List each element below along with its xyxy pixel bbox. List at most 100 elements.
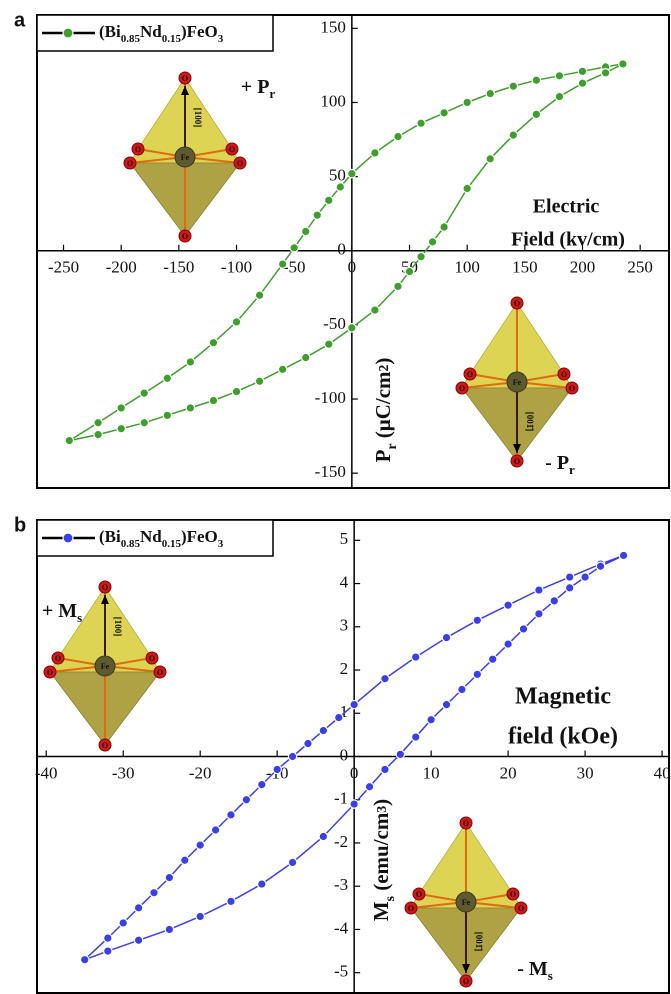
- data-point: [410, 652, 421, 662]
- legend-subscript: 0.15: [162, 33, 182, 45]
- o-atom: [153, 665, 167, 679]
- data-point: [426, 714, 436, 725]
- data-point: [441, 632, 452, 643]
- o-atom: [404, 901, 418, 915]
- x-axis-label: Field (kv/cm): [511, 229, 625, 251]
- text-part: (μC/cm: [371, 371, 395, 443]
- data-point: [393, 281, 403, 292]
- o-atom: [412, 887, 426, 901]
- x-tick-label: 200: [570, 258, 596, 277]
- legend-text: )FeO: [181, 527, 218, 546]
- data-point: [116, 403, 126, 413]
- data-point: [416, 251, 426, 262]
- data-point: [508, 81, 519, 91]
- o-label: O: [463, 977, 469, 986]
- legend-text: Nd: [140, 22, 162, 41]
- data-point: [554, 91, 565, 102]
- o-label: O: [157, 668, 163, 677]
- x-tick-label: 100: [454, 258, 480, 277]
- data-point: [462, 97, 472, 108]
- o-atom: [98, 580, 112, 594]
- data-point: [472, 669, 483, 680]
- o-label: O: [237, 159, 243, 168]
- y-tick-label: 100: [320, 91, 346, 110]
- data-point: [277, 364, 288, 375]
- x-axis-label: Magnetic: [515, 684, 611, 710]
- data-point: [427, 237, 438, 247]
- legend-marker: [62, 27, 74, 39]
- o-label: O: [102, 583, 108, 592]
- data-point: [133, 935, 144, 946]
- legend-label: (Bi0.85Nd0.15)FeO3: [99, 527, 224, 550]
- data-point: [256, 779, 267, 790]
- text-sup: 2: [376, 364, 391, 371]
- text-sub: s: [77, 610, 82, 625]
- y-tick-label: 0: [340, 745, 349, 764]
- data-point: [231, 317, 242, 327]
- data-point: [318, 831, 329, 842]
- data-point: [349, 699, 359, 710]
- o-atom: [459, 974, 473, 988]
- data-point: [93, 429, 103, 440]
- o-atom: [455, 381, 469, 395]
- data-point: [208, 395, 219, 406]
- data-point: [231, 386, 242, 397]
- text-sub: r: [569, 462, 575, 477]
- data-point: [226, 810, 236, 820]
- data-point: [185, 357, 196, 367]
- text-sub: s: [382, 896, 397, 901]
- o-atom: [510, 454, 524, 468]
- data-point: [531, 109, 542, 120]
- o-atom: [463, 367, 477, 381]
- legend-subscript: 3: [218, 538, 224, 550]
- x-axis-label: Electric: [533, 196, 600, 218]
- arrow-head: [462, 964, 470, 973]
- o-label: O: [569, 384, 575, 393]
- o-label: O: [510, 890, 516, 899]
- data-point: [300, 226, 311, 237]
- legend-marker: [62, 532, 74, 544]
- legend-text: (Bi: [99, 22, 121, 41]
- legend-subscript: 0.85: [121, 33, 141, 45]
- x-tick-label: 0: [348, 258, 357, 277]
- fe-label: Fe: [513, 378, 522, 387]
- text-sub: s: [548, 968, 553, 983]
- data-point: [300, 352, 311, 363]
- y-tick-label: -3: [334, 875, 348, 894]
- legend-text: )FeO: [181, 22, 218, 41]
- o-atom: [506, 887, 520, 901]
- data-point: [210, 825, 221, 835]
- direction-label: [001̄]: [525, 412, 535, 432]
- data-point: [64, 435, 75, 446]
- fe-atom: [174, 146, 196, 168]
- data-point: [195, 840, 205, 850]
- o-atom: [514, 901, 528, 915]
- data-point: [323, 195, 334, 206]
- data-point: [534, 609, 544, 619]
- panel-label: b: [14, 514, 26, 536]
- o-label: O: [467, 370, 473, 379]
- data-point: [393, 131, 403, 142]
- o-label: O: [55, 654, 61, 663]
- o-atom: [233, 156, 247, 170]
- o-atom: [565, 381, 579, 395]
- o-label: O: [459, 384, 465, 393]
- fe-atom: [94, 655, 116, 677]
- o-atom: [145, 651, 159, 665]
- data-point: [335, 182, 346, 192]
- data-point: [303, 738, 313, 749]
- text-part: (emu/cm: [369, 812, 393, 896]
- x-tick-label: -20: [189, 763, 212, 782]
- x-tick-label: -50: [283, 258, 306, 277]
- arrow-head: [513, 444, 521, 453]
- y-tick-label: 0: [337, 240, 346, 259]
- data-point: [226, 896, 236, 907]
- data-point: [410, 732, 421, 742]
- data-point: [185, 403, 196, 413]
- o-label: O: [514, 299, 520, 308]
- data-point: [457, 684, 467, 695]
- direction-label: [100]: [193, 108, 203, 128]
- o-label: O: [149, 654, 155, 663]
- data-point: [103, 946, 113, 956]
- text-part: ): [369, 799, 393, 806]
